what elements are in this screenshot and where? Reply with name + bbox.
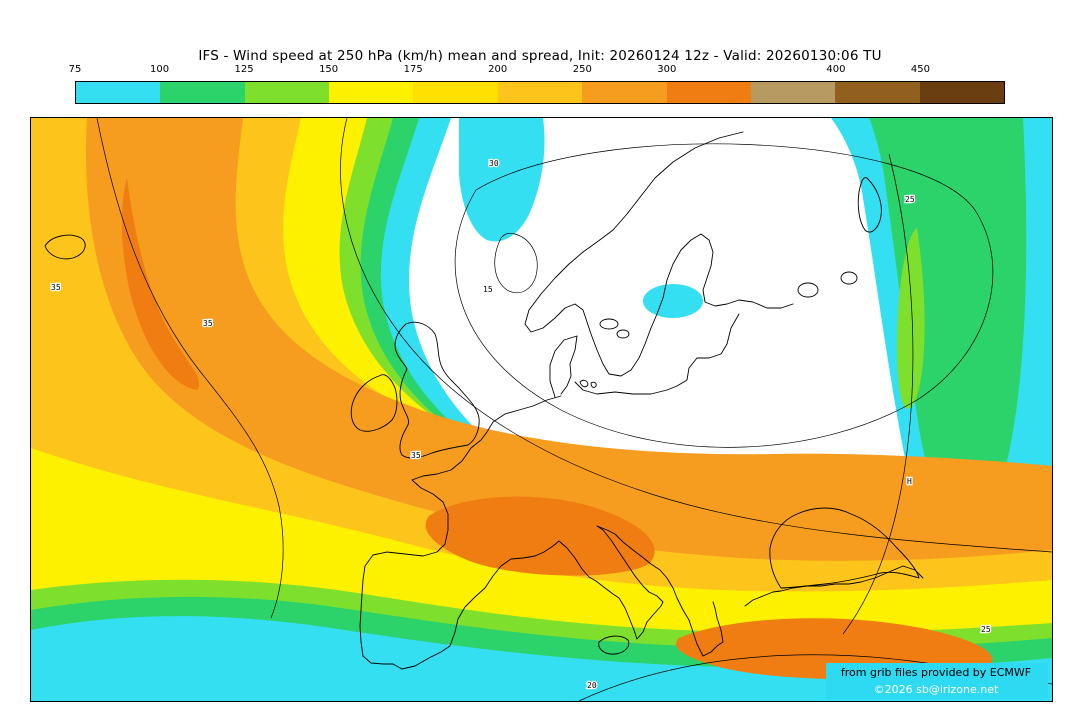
coast-ireland <box>350 374 398 432</box>
legend-segment <box>76 82 161 103</box>
legend-tick: 125 <box>234 64 254 75</box>
coast-baltic-south <box>574 313 740 395</box>
legend-tick: 175 <box>403 64 423 75</box>
legend-tick-labels: 75 100 125 150 175 200 250 300 400 450 <box>69 64 1005 78</box>
wind-patch-cyan-blob <box>643 284 703 318</box>
legend-segment <box>497 82 583 103</box>
legend-segment <box>666 82 751 103</box>
legend-tick: 150 <box>319 64 339 75</box>
wind-band-right-lightgreen <box>897 228 925 409</box>
coast-great-britain <box>394 321 480 459</box>
legend-segment <box>244 82 330 103</box>
legend-segment <box>582 82 667 103</box>
wind-map: 35 35 35 15 30 25 H 25 20 from grib files provid… <box>31 118 1052 701</box>
attribution-box: from grib files provided by ECMWF ©2026 … <box>826 663 1048 699</box>
coast-turkey-north <box>744 565 924 607</box>
legend-segment <box>750 82 836 103</box>
page-title: IFS - Wind speed at 250 hPa (km/h) mean … <box>198 48 882 64</box>
contour-label: 30 <box>489 159 499 168</box>
attribution-copyright: ©2026 sb@irizone.net <box>874 683 999 696</box>
contour-line <box>842 153 914 635</box>
lake-vattern <box>616 329 630 339</box>
attribution-source: from grib files provided by ECMWF <box>841 666 1031 679</box>
legend-tick: 200 <box>488 64 508 75</box>
contour-label: 35 <box>411 451 421 460</box>
map-frame: 35 35 35 15 30 25 H 25 20 from grib files provid… <box>30 117 1053 702</box>
legend-segment <box>413 82 498 103</box>
coast-sicily <box>598 635 630 655</box>
legend-tick: 250 <box>572 64 592 75</box>
contour-label: 25 <box>981 625 991 634</box>
legend-segment <box>160 82 245 103</box>
contour-labels: 35 35 35 15 30 25 H 25 20 <box>50 158 992 692</box>
contour-line <box>96 118 284 619</box>
attribution-background <box>826 663 1048 699</box>
wind-band-orange <box>85 118 1052 561</box>
legend-segment <box>329 82 414 103</box>
coast-iceland <box>44 234 86 260</box>
wind-patch-cyan-norway <box>459 118 545 242</box>
contour-label: 20 <box>587 681 597 690</box>
legend-tick: 75 <box>68 64 82 75</box>
wind-band-right-green <box>869 118 1027 548</box>
contour-line <box>494 232 538 294</box>
wind-speed-legend: 75 100 125 150 175 200 250 300 400 450 <box>69 64 1005 106</box>
coast-continent-west-med <box>359 395 724 670</box>
legend-color-bar <box>75 81 1005 104</box>
coast-scandinavia <box>524 131 794 377</box>
contour-label: 25 <box>905 195 915 204</box>
coast-denmark <box>549 335 578 398</box>
contour-line <box>340 118 1052 553</box>
legend-tick: 400 <box>826 64 846 75</box>
coast-danish-islands <box>579 379 597 388</box>
spread-contours: 35 35 35 15 30 25 H 25 20 <box>50 118 1052 701</box>
wind-band-gold <box>31 118 1052 592</box>
legend-segment <box>835 82 920 103</box>
coastlines <box>44 131 924 670</box>
coast-black-sea <box>769 507 920 589</box>
lake-vanern <box>599 318 619 330</box>
lake-onega <box>840 271 858 285</box>
coast-white-sea <box>857 177 882 233</box>
contour-label: 15 <box>483 285 493 294</box>
legend-tick: 100 <box>149 64 170 75</box>
wind-core-left <box>121 178 200 390</box>
contour-line <box>454 143 994 448</box>
wind-field <box>31 118 1052 701</box>
legend-tick: 450 <box>910 64 930 75</box>
legend-segment <box>919 82 1004 103</box>
contour-label: 35 <box>203 319 213 328</box>
contour-label: H <box>907 477 912 486</box>
wind-core-center <box>425 496 655 576</box>
legend-tick: 300 <box>657 64 677 75</box>
contour-label: 35 <box>51 283 61 292</box>
lake-ladoga <box>797 282 819 298</box>
